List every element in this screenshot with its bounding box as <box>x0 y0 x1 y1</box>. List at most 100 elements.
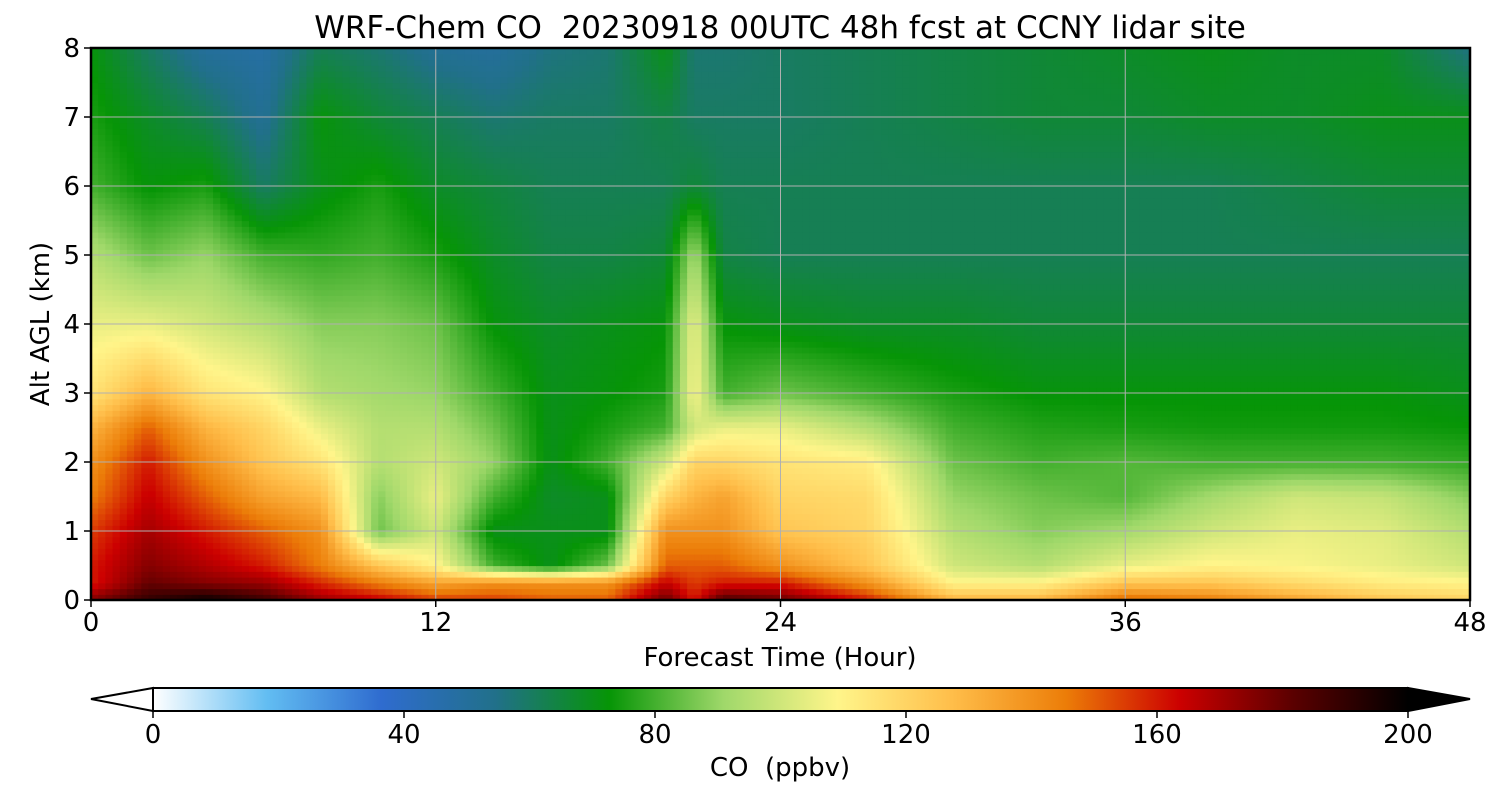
heat-cell <box>615 513 624 521</box>
heat-cell <box>651 513 659 521</box>
heat-cell <box>220 473 229 480</box>
heat-cell <box>1197 513 1205 521</box>
heat-cell <box>565 502 573 509</box>
heat-cell <box>191 502 200 509</box>
heat-cell <box>830 594 839 600</box>
heat-cell <box>457 485 466 492</box>
heat-cell <box>615 565 624 572</box>
heat-cell <box>1455 577 1464 584</box>
heat-cell <box>895 513 904 521</box>
heat-cell <box>916 531 925 538</box>
heat-cell <box>1182 588 1191 595</box>
heat-cell <box>1168 456 1177 463</box>
heat-cell <box>1175 479 1184 486</box>
heat-cell <box>414 496 422 503</box>
heat-cell <box>881 536 889 544</box>
heat-cell <box>636 450 645 457</box>
heat-cell <box>636 496 645 503</box>
heat-cell <box>802 525 810 532</box>
heat-cell <box>967 496 976 503</box>
heat-cell <box>830 565 839 572</box>
heat-cell <box>952 513 961 521</box>
heat-cell <box>349 542 358 549</box>
heat-cell <box>471 513 480 521</box>
heat-cell <box>1319 548 1327 555</box>
heat-cell <box>1412 508 1421 515</box>
heat-cell <box>134 588 142 595</box>
heat-cell <box>974 577 983 584</box>
heat-cell <box>909 582 918 590</box>
heat-cell <box>1247 490 1256 498</box>
heat-cell <box>600 577 609 584</box>
heat-cell <box>1010 525 1019 532</box>
heat-cell <box>737 548 746 555</box>
heat-cell <box>471 473 480 480</box>
heat-cell <box>428 577 437 584</box>
heat-cell <box>1146 490 1155 498</box>
heat-cell <box>1398 565 1406 572</box>
heat-cell <box>1261 571 1270 578</box>
heat-cell <box>1211 588 1220 595</box>
heat-cell <box>1118 571 1126 578</box>
heat-cell <box>1340 519 1349 526</box>
heat-cell <box>960 582 968 590</box>
heat-cell <box>658 496 667 503</box>
heat-cell <box>191 490 200 498</box>
heat-cell <box>1297 548 1306 555</box>
heat-cell <box>1074 559 1083 567</box>
heat-cell <box>873 577 882 584</box>
heat-cell <box>1419 456 1428 463</box>
heat-cell <box>1355 571 1363 578</box>
heat-cell <box>478 456 487 463</box>
heat-cell <box>299 513 308 521</box>
heat-cell <box>751 577 760 584</box>
heat-cell <box>126 490 135 498</box>
heat-cell <box>1333 496 1342 503</box>
heat-cell <box>687 485 695 492</box>
heat-cell <box>1426 519 1435 526</box>
heat-cell <box>1398 554 1406 561</box>
heat-cell <box>960 588 968 595</box>
heat-cell <box>399 490 408 498</box>
heat-cell <box>213 502 221 509</box>
heat-cell <box>924 542 932 549</box>
heat-cell <box>715 582 724 590</box>
heat-cell <box>414 456 422 463</box>
heat-cell <box>945 485 954 492</box>
heat-cell <box>1182 513 1191 521</box>
heat-cell <box>1074 513 1083 521</box>
heat-cell <box>730 513 738 521</box>
heat-cell <box>1333 502 1342 509</box>
heat-cell <box>809 490 818 498</box>
heat-cell <box>277 571 286 578</box>
heat-cell <box>227 462 236 469</box>
heat-cell <box>507 582 516 590</box>
heat-cell <box>1211 531 1220 538</box>
heat-cell <box>155 473 164 480</box>
heat-cell <box>1003 502 1011 509</box>
heat-cell <box>399 485 408 492</box>
heat-cell <box>277 594 286 600</box>
heat-cell <box>881 588 889 595</box>
heat-cell <box>1168 450 1177 457</box>
heat-cell <box>1240 519 1248 526</box>
heat-cell <box>170 588 178 595</box>
heat-cell <box>974 582 983 590</box>
heat-cell <box>1125 508 1134 515</box>
heat-cell <box>213 508 221 515</box>
heat-cell <box>1182 450 1191 457</box>
heat-cell <box>823 485 832 492</box>
heat-cell <box>428 519 437 526</box>
heat-cell <box>981 467 990 475</box>
heat-cell <box>960 513 968 521</box>
heat-cell <box>1276 502 1284 509</box>
heat-cell <box>1031 542 1040 549</box>
heat-cell <box>830 456 839 463</box>
heat-cell <box>1024 536 1033 544</box>
heat-cell <box>687 548 695 555</box>
heat-cell <box>1290 565 1299 572</box>
heat-cell <box>442 502 451 509</box>
heat-cell <box>1448 559 1457 567</box>
heat-cell <box>227 473 236 480</box>
heat-cell <box>845 508 853 515</box>
